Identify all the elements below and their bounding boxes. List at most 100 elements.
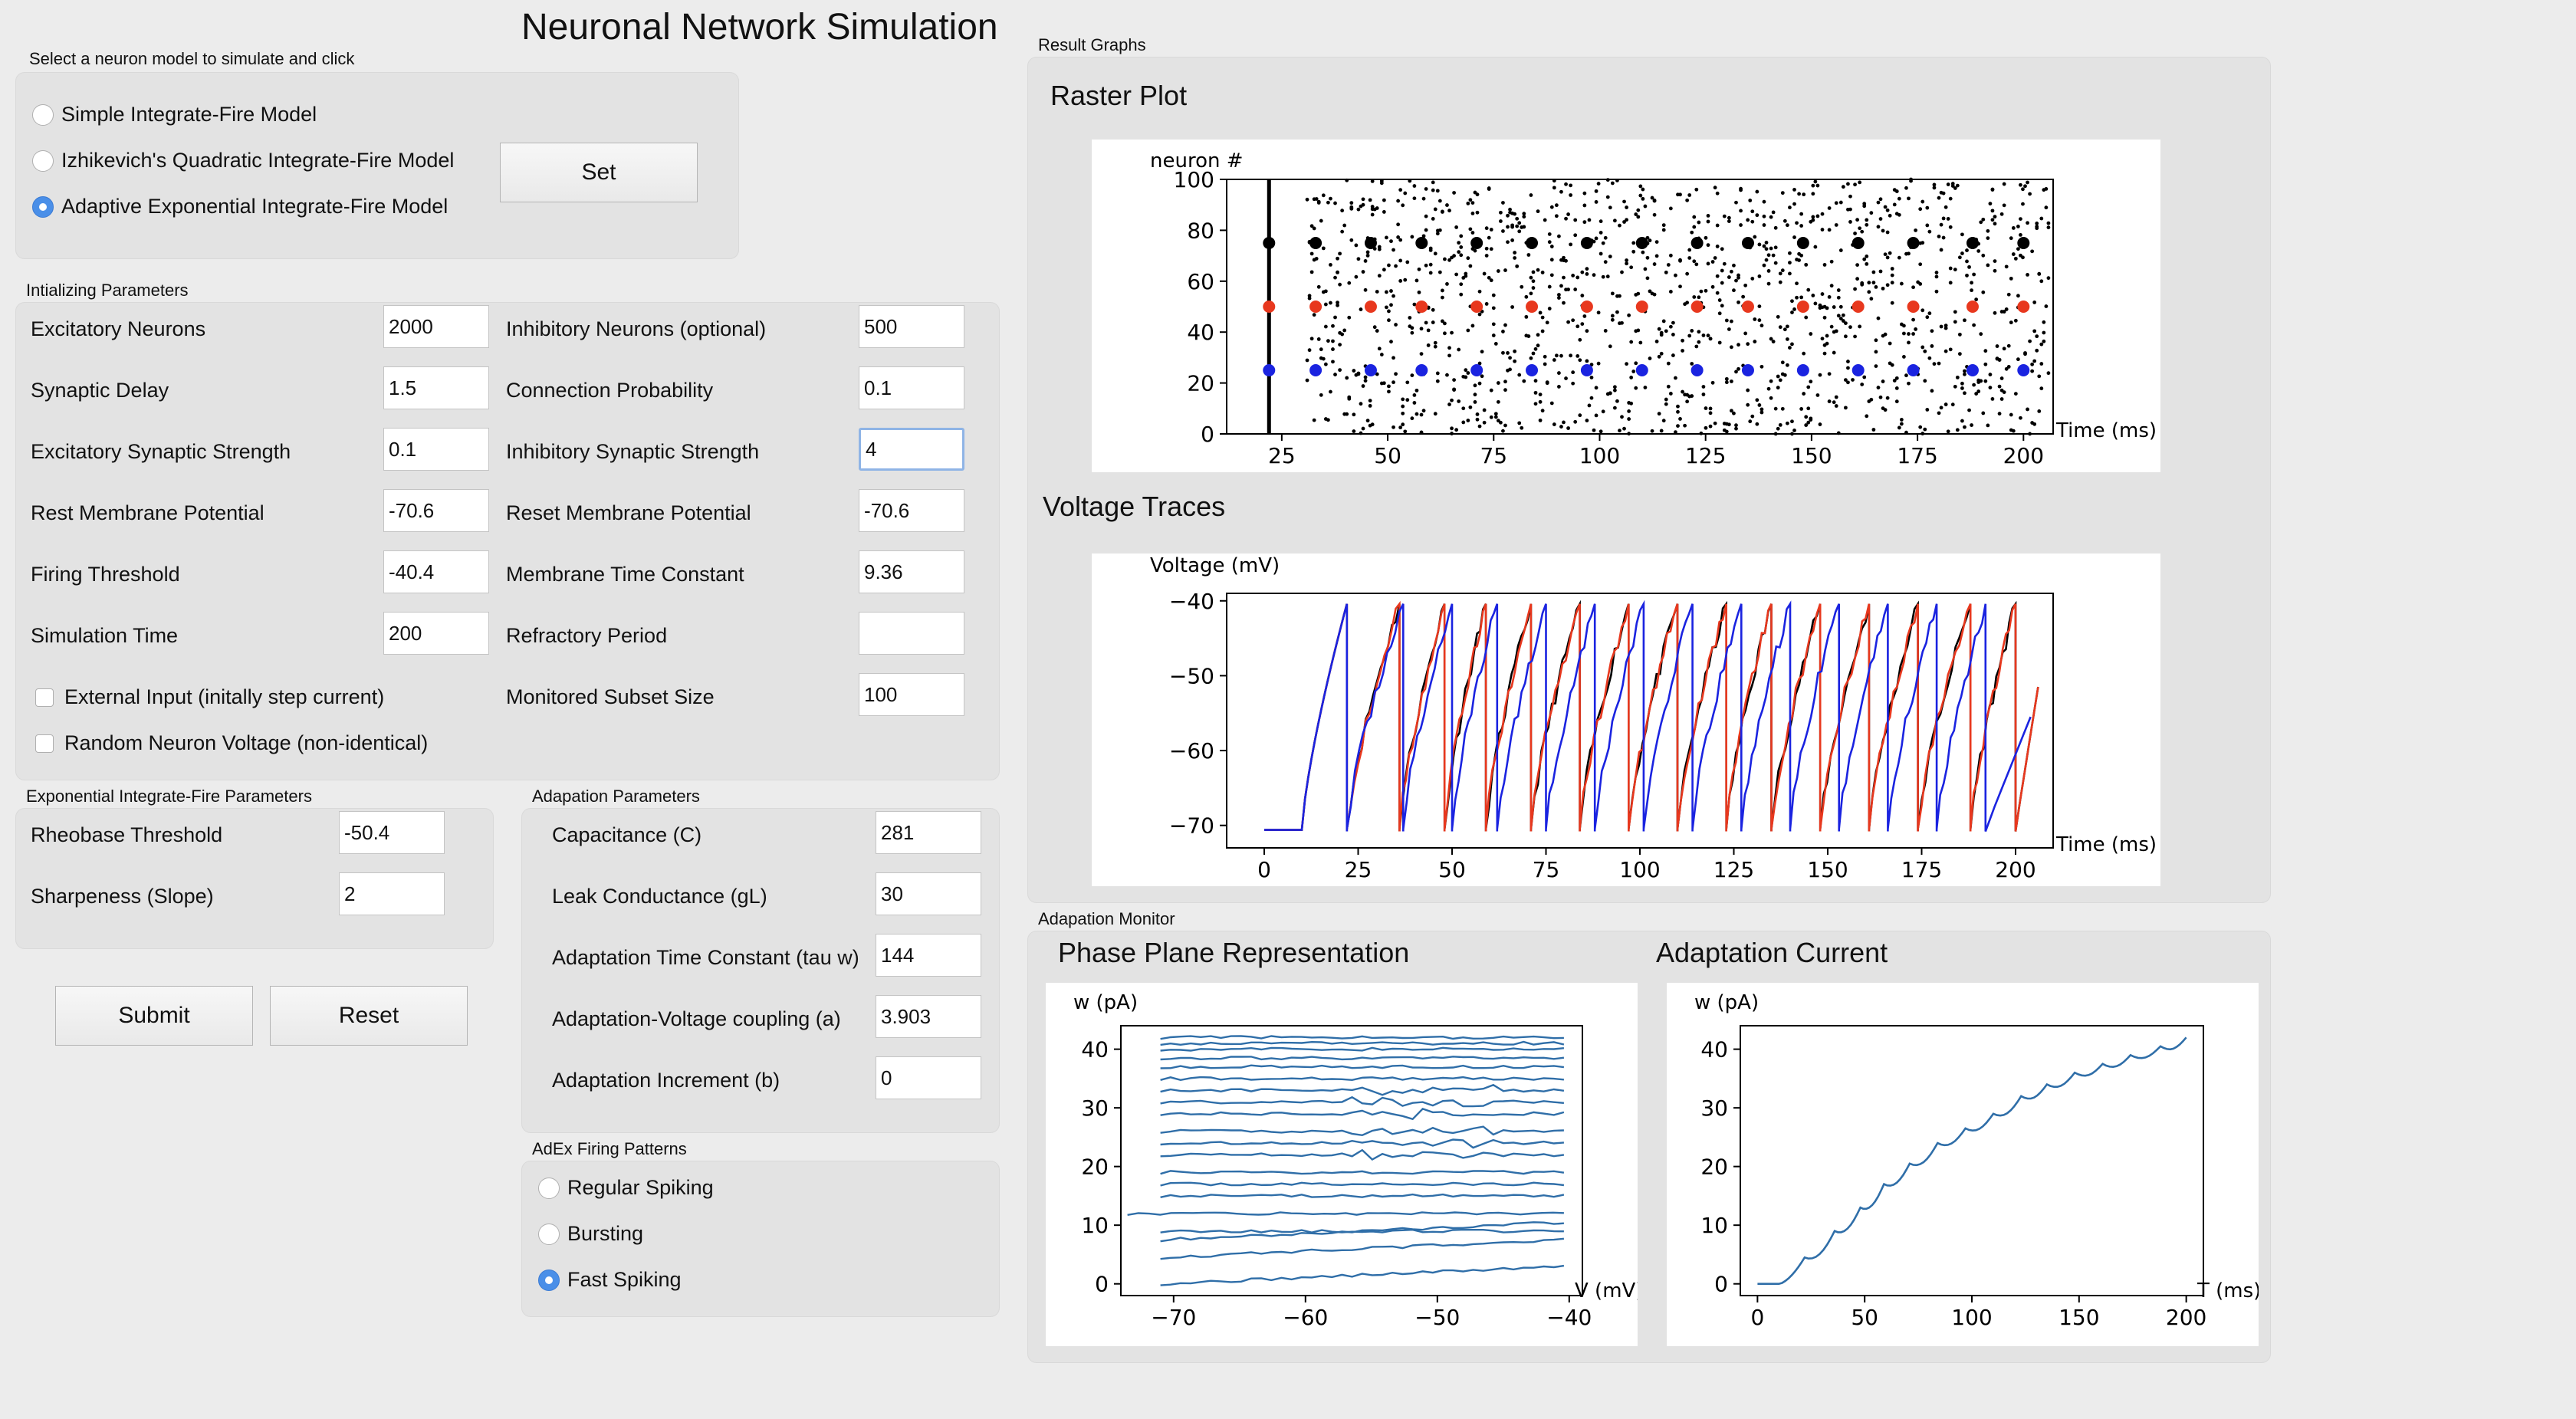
raster-spike-dot (1594, 236, 1598, 241)
raster-spike-dot (1746, 388, 1750, 393)
y-tick-label: 80 (1187, 218, 1214, 243)
raster-spike-dot (1664, 270, 1668, 274)
pattern-option-fast[interactable]: Fast Spiking (538, 1268, 682, 1292)
set-button[interactable]: Set (500, 143, 698, 202)
radio-fast-spiking[interactable] (538, 1269, 560, 1291)
model-option-simple[interactable]: Simple Integrate-Fire Model (32, 103, 317, 126)
raster-spike-dot (2016, 247, 2020, 251)
raster-spike-dot (1557, 296, 1561, 300)
raster-spike-dot (2039, 279, 2044, 284)
raster-spike-dot (1365, 253, 1370, 258)
radio-adex[interactable] (32, 195, 54, 218)
raster-spike-dot (1720, 247, 1724, 251)
raster-spike-dot (1365, 250, 1370, 255)
external-input-checkbox[interactable] (35, 688, 54, 707)
raster-spike-dot (1620, 320, 1624, 325)
radio-regular-spiking[interactable] (538, 1177, 560, 1199)
raster-spike-dot (1690, 230, 1694, 235)
raster-spike-dot (1601, 274, 1605, 279)
raster-spike-dot (1564, 182, 1568, 186)
radio-simple[interactable] (32, 103, 54, 126)
model-option-izhikevich[interactable]: Izhikevich's Quadratic Integrate-Fire Mo… (32, 149, 454, 172)
reset-potential-field[interactable] (859, 489, 964, 532)
pattern-option-regular[interactable]: Regular Spiking (538, 1176, 714, 1200)
raster-spike-dot (1939, 406, 1944, 410)
raster-spike-dot (1778, 280, 1783, 284)
raster-spike-dot (1569, 183, 1573, 188)
random-voltage-checkbox[interactable] (35, 734, 54, 753)
membrane-time-constant-field[interactable] (859, 550, 964, 593)
raster-spike-dot (1625, 258, 1628, 262)
y-tick-label: 0 (1095, 1272, 1109, 1297)
connection-probability-field[interactable] (859, 366, 964, 409)
reset-button[interactable]: Reset (270, 986, 468, 1046)
adaptation-increment-field[interactable] (876, 1056, 981, 1099)
raster-spike-dot (1704, 406, 1708, 410)
capacitance-field[interactable] (876, 811, 981, 854)
rest-potential-field[interactable] (383, 489, 489, 532)
raster-spike-dot (1692, 259, 1697, 264)
simulation-time-field[interactable] (383, 612, 489, 655)
y-axis-label: Voltage (mV) (1150, 554, 1280, 577)
leak-conductance-field[interactable] (876, 872, 981, 915)
raster-spike-dot (1414, 278, 1419, 283)
raster-spike-dot (1911, 285, 1915, 290)
raster-spike-dot (1674, 430, 1677, 435)
raster-spike-dot (1491, 293, 1496, 297)
pattern-option-bursting[interactable]: Bursting (538, 1222, 643, 1246)
raster-spike-dot (1687, 193, 1692, 197)
raster-spike-dot (1603, 329, 1608, 333)
raster-spike-dot (2002, 203, 2006, 208)
raster-spike-dot (1813, 301, 1818, 306)
external-input-checkbox-row[interactable]: External Input (initally step current) (35, 685, 384, 709)
raster-spike-dot (1569, 353, 1573, 358)
raster-spike-dot (1724, 376, 1729, 381)
raster-spike-dot (1526, 253, 1531, 257)
raster-spike-dot (1869, 211, 1874, 215)
raster-monitor-point (1741, 301, 1754, 313)
adaptation-coupling-field[interactable] (876, 995, 981, 1038)
raster-spike-dot (1452, 254, 1456, 258)
radio-bursting[interactable] (538, 1223, 560, 1245)
inhibitory-neurons-field[interactable] (859, 305, 964, 348)
excitatory-neurons-field[interactable] (383, 305, 489, 348)
raster-spike-dot (1419, 430, 1424, 435)
raster-spike-dot (1795, 295, 1799, 300)
raster-spike-dot (1764, 247, 1769, 251)
raster-spike-dot (1965, 259, 1969, 264)
inhibitory-strength-field[interactable] (859, 428, 964, 471)
synaptic-delay-field[interactable] (383, 366, 489, 409)
refractory-period-field[interactable] (859, 612, 964, 655)
raster-spike-dot (2030, 362, 2035, 366)
model-option-adex[interactable]: Adaptive Exponential Integrate-Fire Mode… (32, 195, 448, 218)
submit-button[interactable]: Submit (55, 986, 253, 1046)
raster-monitor-point (1580, 237, 1593, 249)
raster-spike-dot (1902, 331, 1906, 336)
raster-spike-dot (1345, 412, 1349, 416)
raster-spike-dot (1431, 320, 1435, 324)
raster-spike-dot (1392, 356, 1395, 360)
adaptation-time-constant-field[interactable] (876, 934, 981, 977)
raster-spike-dot (1331, 324, 1335, 328)
raster-spike-dot (1683, 423, 1687, 428)
raster-spike-dot (1657, 412, 1661, 416)
raster-spike-dot (1522, 215, 1526, 219)
firing-threshold-field[interactable] (383, 550, 489, 593)
raster-spike-dot (1326, 418, 1330, 422)
raster-spike-dot (1464, 375, 1468, 379)
raster-spike-dot (1385, 235, 1388, 240)
voltage-plot-box: 0 25 50 75 100 125 150 175 200 −70 −60 −50 −40 Voltag… (1092, 553, 2160, 886)
raster-spike-dot (1482, 271, 1487, 276)
raster-spike-dot (1846, 182, 1850, 186)
raster-spike-dot (1932, 186, 1937, 190)
rheobase-field[interactable] (339, 811, 445, 854)
monitored-subset-field[interactable] (859, 673, 964, 716)
raster-spike-dot (1820, 292, 1825, 296)
radio-izhikevich[interactable] (32, 149, 54, 172)
sharpness-field[interactable] (339, 872, 445, 915)
random-voltage-checkbox-row[interactable]: Random Neuron Voltage (non-identical) (35, 731, 428, 755)
excitatory-strength-field[interactable] (383, 428, 489, 471)
raster-spike-dot (1321, 356, 1326, 361)
raster-spike-dot (2037, 272, 2042, 276)
raster-spike-dot (1737, 343, 1740, 347)
